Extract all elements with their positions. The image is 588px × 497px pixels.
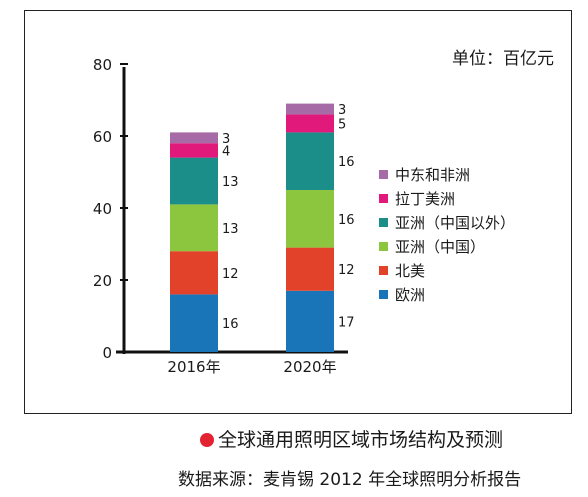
legend-swatch: [379, 217, 388, 227]
legend-item: 亚洲（中国）: [379, 234, 515, 258]
bar-segment: [170, 157, 218, 205]
data-label: 3: [338, 103, 346, 118]
legend-swatch: [379, 289, 388, 299]
legend-item: 北美: [379, 258, 515, 282]
data-label: 12: [222, 267, 239, 282]
legend-label: 欧洲: [395, 285, 426, 304]
x-tick-label: 2016年: [167, 358, 220, 376]
legend-item: 中东和非洲: [379, 162, 515, 186]
data-label: 4: [222, 144, 230, 159]
y-axis-ticks: 0 20 40 60 80: [93, 56, 128, 362]
legend: 中东和非洲拉丁美洲亚洲（中国以外） 亚洲（中国） 北美欧洲: [379, 162, 515, 306]
chart-caption: 全球通用照明区域市场结构及预测: [200, 425, 503, 452]
bar-segment: [170, 294, 218, 352]
bar-segment: [286, 132, 334, 190]
legend-swatch: [379, 193, 388, 203]
data-label: 13: [222, 175, 239, 190]
caption-dot-icon: [200, 433, 214, 447]
y-tick-label: 60: [93, 128, 112, 146]
data-label: 5: [338, 117, 346, 132]
legend-label: 亚洲（中国）: [395, 237, 486, 256]
bar-segment: [170, 132, 218, 144]
y-tick-label: 20: [93, 272, 112, 290]
source-note: 数据来源：麦肯锡 2012 年全球照明分析报告: [178, 470, 522, 490]
x-tick-label: 2020年: [283, 358, 336, 376]
bar-segment: [286, 114, 334, 133]
x-axis-labels: 2016年 2020年: [167, 358, 336, 376]
data-label: 3: [222, 132, 230, 147]
legend-label: 中东和非洲: [395, 165, 471, 184]
legend-swatch: [379, 169, 388, 179]
y-tick-label: 0: [102, 344, 112, 362]
bar-segment: [170, 204, 218, 252]
legend-item: 拉丁美洲: [379, 186, 515, 210]
data-label: 13: [222, 222, 239, 237]
bar-segment: [286, 247, 334, 291]
legend-swatch: [379, 265, 388, 275]
caption-text: 全球通用照明区域市场结构及预测: [218, 429, 504, 451]
bar-segment: [170, 143, 218, 158]
data-label: 12: [338, 263, 355, 278]
data-label: 17: [338, 315, 355, 330]
legend-label: 亚洲（中国以外）: [395, 213, 516, 232]
bar-segment: [286, 190, 334, 248]
bar-segment: [286, 103, 334, 115]
legend-label: 拉丁美洲: [395, 189, 456, 208]
unit-label: 单位：百亿元: [452, 49, 554, 69]
bar-segment: [286, 290, 334, 352]
data-label: 16: [338, 155, 355, 170]
legend-item: 亚洲（中国以外）: [379, 210, 515, 234]
legend-swatch: [379, 241, 388, 251]
bar-segment: [170, 251, 218, 295]
legend-item: 欧洲: [379, 282, 515, 306]
data-label: 16: [222, 317, 239, 332]
data-label: 16: [338, 213, 355, 228]
legend-label: 北美: [395, 261, 426, 280]
y-tick-label: 40: [93, 200, 112, 218]
y-tick-label: 80: [93, 56, 112, 74]
chart-frame: [24, 10, 572, 414]
